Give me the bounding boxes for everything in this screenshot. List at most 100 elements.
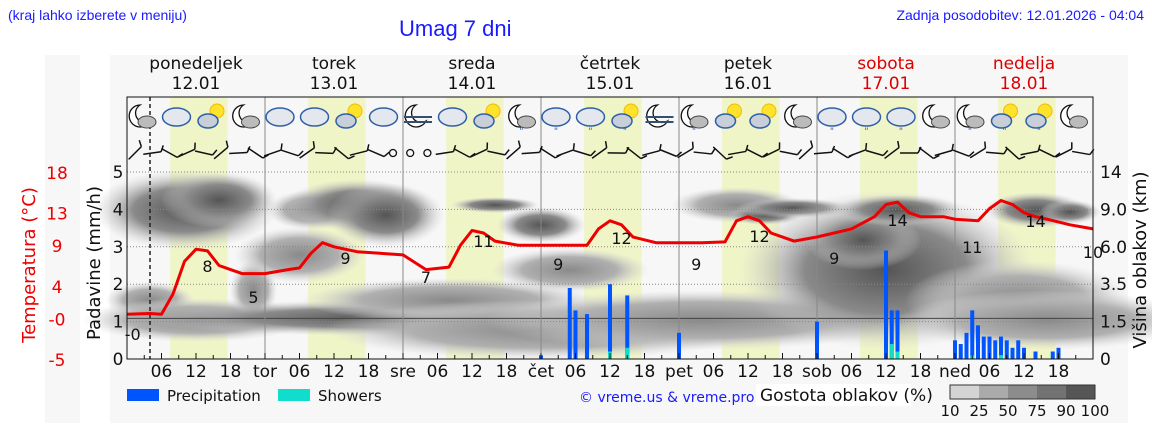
cloud-density-swatch — [1066, 385, 1095, 399]
wind-barb-icon — [712, 146, 733, 160]
x-tick: 18 — [772, 362, 794, 382]
precip-tick: 1 — [113, 313, 124, 333]
cloud-density-tick: 90 — [1056, 402, 1075, 420]
svg-text:": " — [968, 127, 972, 137]
cloud-density-tick: 25 — [969, 402, 988, 420]
precipitation-bar — [981, 336, 986, 359]
x-tick: 06 — [703, 362, 725, 382]
wind-barb-icon — [969, 141, 987, 159]
wind-barb-icon — [591, 140, 608, 159]
day-date: 17.01 — [862, 74, 911, 94]
wind-barb-icon — [677, 141, 694, 159]
temperature-label: 9 — [691, 255, 701, 274]
wind-barb-icon — [423, 148, 432, 158]
precipitation-bar — [953, 340, 957, 359]
temp-tick: -5 — [49, 351, 66, 371]
cloud-blob — [1039, 200, 1101, 224]
page-title: Umag 7 dni — [399, 16, 512, 41]
svg-text:": " — [519, 127, 523, 137]
wind-barb-icon — [762, 142, 781, 158]
legend: Precipitation Showers © vreme.us & vreme.p… — [127, 384, 1109, 420]
day-date: 14.01 — [448, 74, 497, 94]
temp-tick: 13 — [46, 205, 68, 225]
cloud-height-tick: 9.0 — [1100, 200, 1127, 220]
wind-barb-icon — [1005, 146, 1026, 160]
svg-text:": " — [1002, 127, 1006, 137]
cloud-density-tick: 100 — [1081, 402, 1110, 420]
wind-barb-icon — [281, 149, 304, 157]
wind-barb-icon — [556, 143, 575, 157]
temperature-label: 11 — [473, 232, 493, 251]
cloud-icon — [161, 107, 192, 127]
wind-barb-icon — [728, 144, 749, 156]
last-update: Zadnja posodobitev: 12.01.2026 - 04:04 — [896, 7, 1144, 23]
cloudrain-icon: " — [575, 107, 606, 137]
moon-icon — [784, 104, 812, 129]
cloud-icon — [265, 107, 295, 127]
day-date: 15.01 — [586, 74, 635, 94]
showers-bar — [999, 355, 1003, 359]
cloud-density-swatch — [979, 385, 1008, 399]
temperature-label: 14 — [1025, 212, 1045, 231]
x-tick: 12 — [1013, 362, 1035, 382]
svg-text:": " — [554, 127, 558, 137]
wind-barb-icon — [367, 148, 390, 158]
x-tick: 06 — [841, 362, 863, 382]
x-tick: čet — [528, 362, 555, 382]
precipitation-bar — [573, 310, 578, 359]
x-tick: 18 — [358, 362, 380, 382]
wind-barb-icon — [779, 148, 803, 156]
x-tick: 06 — [151, 362, 173, 382]
precipitation-bar — [999, 336, 1003, 359]
wind-barb-icon — [388, 148, 398, 158]
svg-text:": " — [692, 127, 696, 137]
precipitation-bar — [1010, 347, 1015, 359]
wind-barb-icon — [1020, 144, 1041, 156]
sun-icon — [335, 103, 363, 129]
temperature-label: 9 — [340, 249, 350, 268]
sun-icon — [197, 103, 225, 129]
cloud-icon — [437, 107, 468, 127]
day-date: 18.01 — [1000, 74, 1049, 94]
region-hint[interactable]: (kraj lahko izberete v meniju) — [8, 7, 187, 23]
moon-icon — [1060, 104, 1088, 129]
cloud-height-tick: 1.5 — [1100, 313, 1127, 333]
fog-icon — [404, 104, 432, 128]
svg-text:": " — [1037, 127, 1041, 137]
day-date: 12.01 — [172, 74, 221, 94]
precipitation-swatch — [127, 389, 159, 401]
copyright-link[interactable]: © vreme.us & vreme.pro — [579, 390, 754, 406]
cloud-density-tick: 50 — [998, 402, 1017, 420]
x-tick: 18 — [910, 362, 932, 382]
precipitation-bar — [1016, 340, 1021, 359]
x-tick: 12 — [599, 362, 621, 382]
precipitation-bar — [964, 332, 969, 359]
svg-text:": " — [830, 127, 834, 137]
temperature-label: 12 — [749, 227, 769, 246]
wind-barb-icon — [487, 149, 510, 156]
precipitation-bar — [884, 250, 888, 359]
x-tick: 12 — [461, 362, 483, 382]
wind-barb-icon — [934, 143, 955, 157]
day-name: nedelja — [993, 54, 1055, 74]
fog-icon — [645, 104, 674, 128]
svg-text:": " — [588, 127, 592, 137]
precipitation-bar — [976, 325, 980, 359]
sun-icon — [749, 103, 777, 129]
wind-barb-icon — [573, 149, 596, 157]
wind-barb-icon — [194, 149, 218, 156]
svg-text:": " — [899, 127, 903, 137]
cloud-icon — [368, 107, 399, 127]
sunrain-icon: " — [990, 103, 1018, 137]
precip-tick: 4 — [113, 200, 124, 220]
day-name: torek — [312, 54, 356, 74]
wind-barb-icon — [626, 146, 648, 160]
wind-barb-icon — [1038, 148, 1061, 158]
cloud-height-tick: 6.0 — [1100, 238, 1127, 258]
temp-axis-panel — [45, 55, 80, 423]
cloudrain-icon: " — [851, 107, 882, 137]
precipitation-bar — [1033, 351, 1038, 359]
temp-tick: -0 — [49, 310, 66, 330]
wind-barbs-row — [128, 140, 1095, 160]
